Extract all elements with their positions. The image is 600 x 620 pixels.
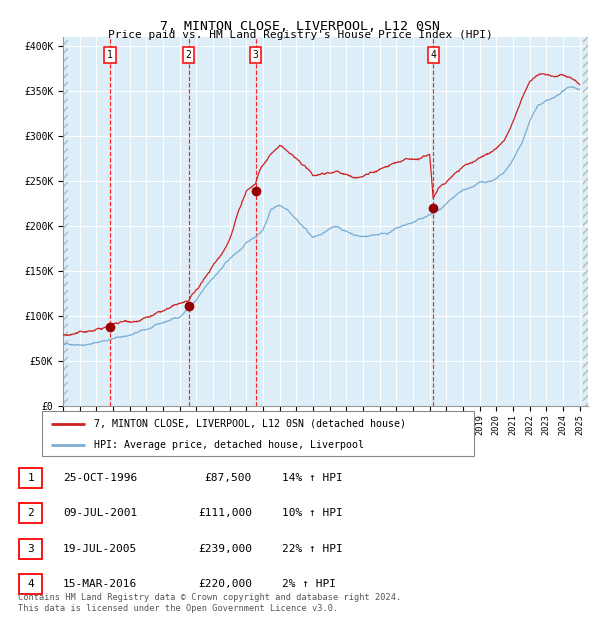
Text: 7, MINTON CLOSE, LIVERPOOL, L12 0SN: 7, MINTON CLOSE, LIVERPOOL, L12 0SN (160, 20, 440, 33)
Text: 10% ↑ HPI: 10% ↑ HPI (282, 508, 343, 518)
FancyBboxPatch shape (19, 468, 42, 488)
FancyBboxPatch shape (19, 539, 42, 559)
FancyBboxPatch shape (19, 503, 42, 523)
Bar (63, 37, 68, 406)
Text: 4: 4 (430, 50, 436, 60)
Bar (583, 37, 588, 406)
Text: 1: 1 (27, 473, 34, 483)
Text: 09-JUL-2001: 09-JUL-2001 (63, 508, 137, 518)
Text: 15-MAR-2016: 15-MAR-2016 (63, 579, 137, 589)
Text: Price paid vs. HM Land Registry's House Price Index (HPI): Price paid vs. HM Land Registry's House … (107, 30, 493, 40)
Text: Contains HM Land Registry data © Crown copyright and database right 2024.
This d: Contains HM Land Registry data © Crown c… (18, 593, 401, 613)
Text: 2% ↑ HPI: 2% ↑ HPI (282, 579, 336, 589)
Text: £239,000: £239,000 (198, 544, 252, 554)
Text: 19-JUL-2005: 19-JUL-2005 (63, 544, 137, 554)
FancyBboxPatch shape (42, 411, 474, 456)
Text: 25-OCT-1996: 25-OCT-1996 (63, 473, 137, 483)
Text: £87,500: £87,500 (205, 473, 252, 483)
Text: £220,000: £220,000 (198, 579, 252, 589)
Text: £111,000: £111,000 (198, 508, 252, 518)
FancyBboxPatch shape (19, 574, 42, 594)
Text: HPI: Average price, detached house, Liverpool: HPI: Average price, detached house, Live… (94, 440, 364, 450)
Text: 4: 4 (27, 579, 34, 589)
Text: 2: 2 (27, 508, 34, 518)
Text: 3: 3 (253, 50, 259, 60)
Text: 3: 3 (27, 544, 34, 554)
Text: 22% ↑ HPI: 22% ↑ HPI (282, 544, 343, 554)
Text: 14% ↑ HPI: 14% ↑ HPI (282, 473, 343, 483)
Text: 2: 2 (185, 50, 191, 60)
Text: 1: 1 (107, 50, 113, 60)
Text: 7, MINTON CLOSE, LIVERPOOL, L12 0SN (detached house): 7, MINTON CLOSE, LIVERPOOL, L12 0SN (det… (94, 418, 406, 428)
